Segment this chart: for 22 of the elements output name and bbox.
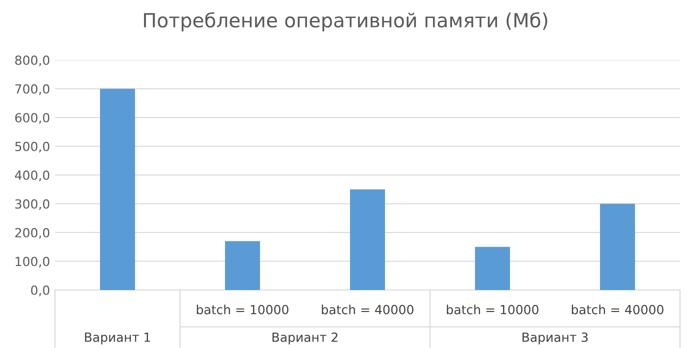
y-tick-label: 800,0 xyxy=(15,55,50,66)
y-tick-label: 700,0 xyxy=(15,84,50,95)
x-tick-label: batch = 40000 xyxy=(322,304,414,314)
y-tick-label: 0,0 xyxy=(31,285,50,296)
bar xyxy=(475,246,510,290)
bar xyxy=(100,88,135,290)
x-tick-label: batch = 40000 xyxy=(572,304,664,314)
x-tick-label: batch = 10000 xyxy=(446,304,538,314)
y-tick-label: 100,0 xyxy=(16,256,50,268)
y-tick-label: 600,0 xyxy=(15,112,50,124)
x-tick-label: batch = 10000 xyxy=(196,304,288,314)
bar xyxy=(350,189,385,290)
y-tick-label: 200,0 xyxy=(15,228,50,239)
chart-title: Потребление оперативной памяти (Мб) xyxy=(144,12,548,32)
y-tick-label: 300,0 xyxy=(15,199,50,210)
y-tick-label: 400,0 xyxy=(14,170,50,182)
text: Вариант 3 xyxy=(522,332,588,344)
y-tick-label: 500,0 xyxy=(15,142,50,152)
text: Вариант 1 xyxy=(85,332,150,344)
bar xyxy=(600,204,635,290)
text: Вариант 2 xyxy=(272,332,338,344)
bar xyxy=(225,241,260,290)
